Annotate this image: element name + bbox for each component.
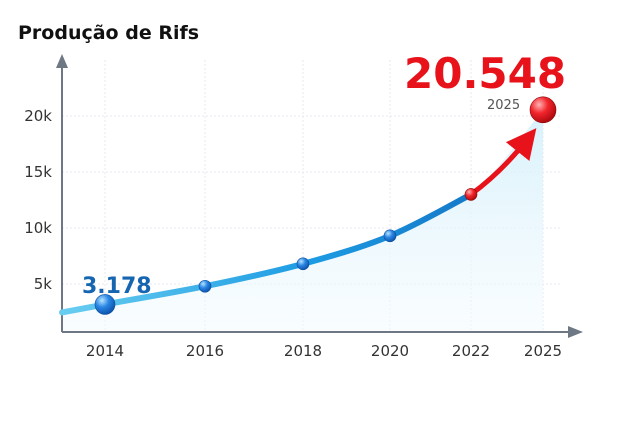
data-point-2025 bbox=[529, 96, 557, 124]
data-point-2016 bbox=[198, 279, 212, 293]
chart-title: Produção de Rifs bbox=[18, 22, 200, 44]
end-year-label: 2025 bbox=[487, 98, 520, 113]
x-tick-2022: 2022 bbox=[452, 342, 490, 360]
axes bbox=[56, 54, 583, 338]
growth-arrow bbox=[468, 128, 537, 197]
data-point-2020 bbox=[383, 229, 397, 243]
area-fill bbox=[62, 109, 543, 332]
y-tick-15k: 15k bbox=[24, 163, 52, 181]
data-point-2022 bbox=[464, 188, 478, 201]
x-tick-2016: 2016 bbox=[186, 342, 224, 360]
x-tick-labels: 2014 2016 2018 2020 2022 2025 bbox=[86, 342, 562, 360]
x-tick-2020: 2020 bbox=[371, 342, 409, 360]
y-axis-arrow bbox=[56, 54, 68, 68]
x-axis-arrow bbox=[568, 326, 583, 338]
data-markers bbox=[94, 96, 557, 315]
y-tick-20k: 20k bbox=[24, 107, 52, 125]
x-tick-2018: 2018 bbox=[284, 342, 322, 360]
start-value-label: 3.178 bbox=[82, 274, 152, 299]
data-point-2018 bbox=[296, 257, 310, 271]
x-tick-2025: 2025 bbox=[524, 342, 562, 360]
data-point-2014 bbox=[94, 294, 116, 315]
y-tick-labels: 5k 10k 15k 20k bbox=[24, 107, 52, 293]
y-tick-5k: 5k bbox=[34, 275, 53, 293]
end-value-label: 20.548 bbox=[404, 49, 566, 98]
y-tick-10k: 10k bbox=[24, 219, 52, 237]
x-tick-2014: 2014 bbox=[86, 342, 124, 360]
